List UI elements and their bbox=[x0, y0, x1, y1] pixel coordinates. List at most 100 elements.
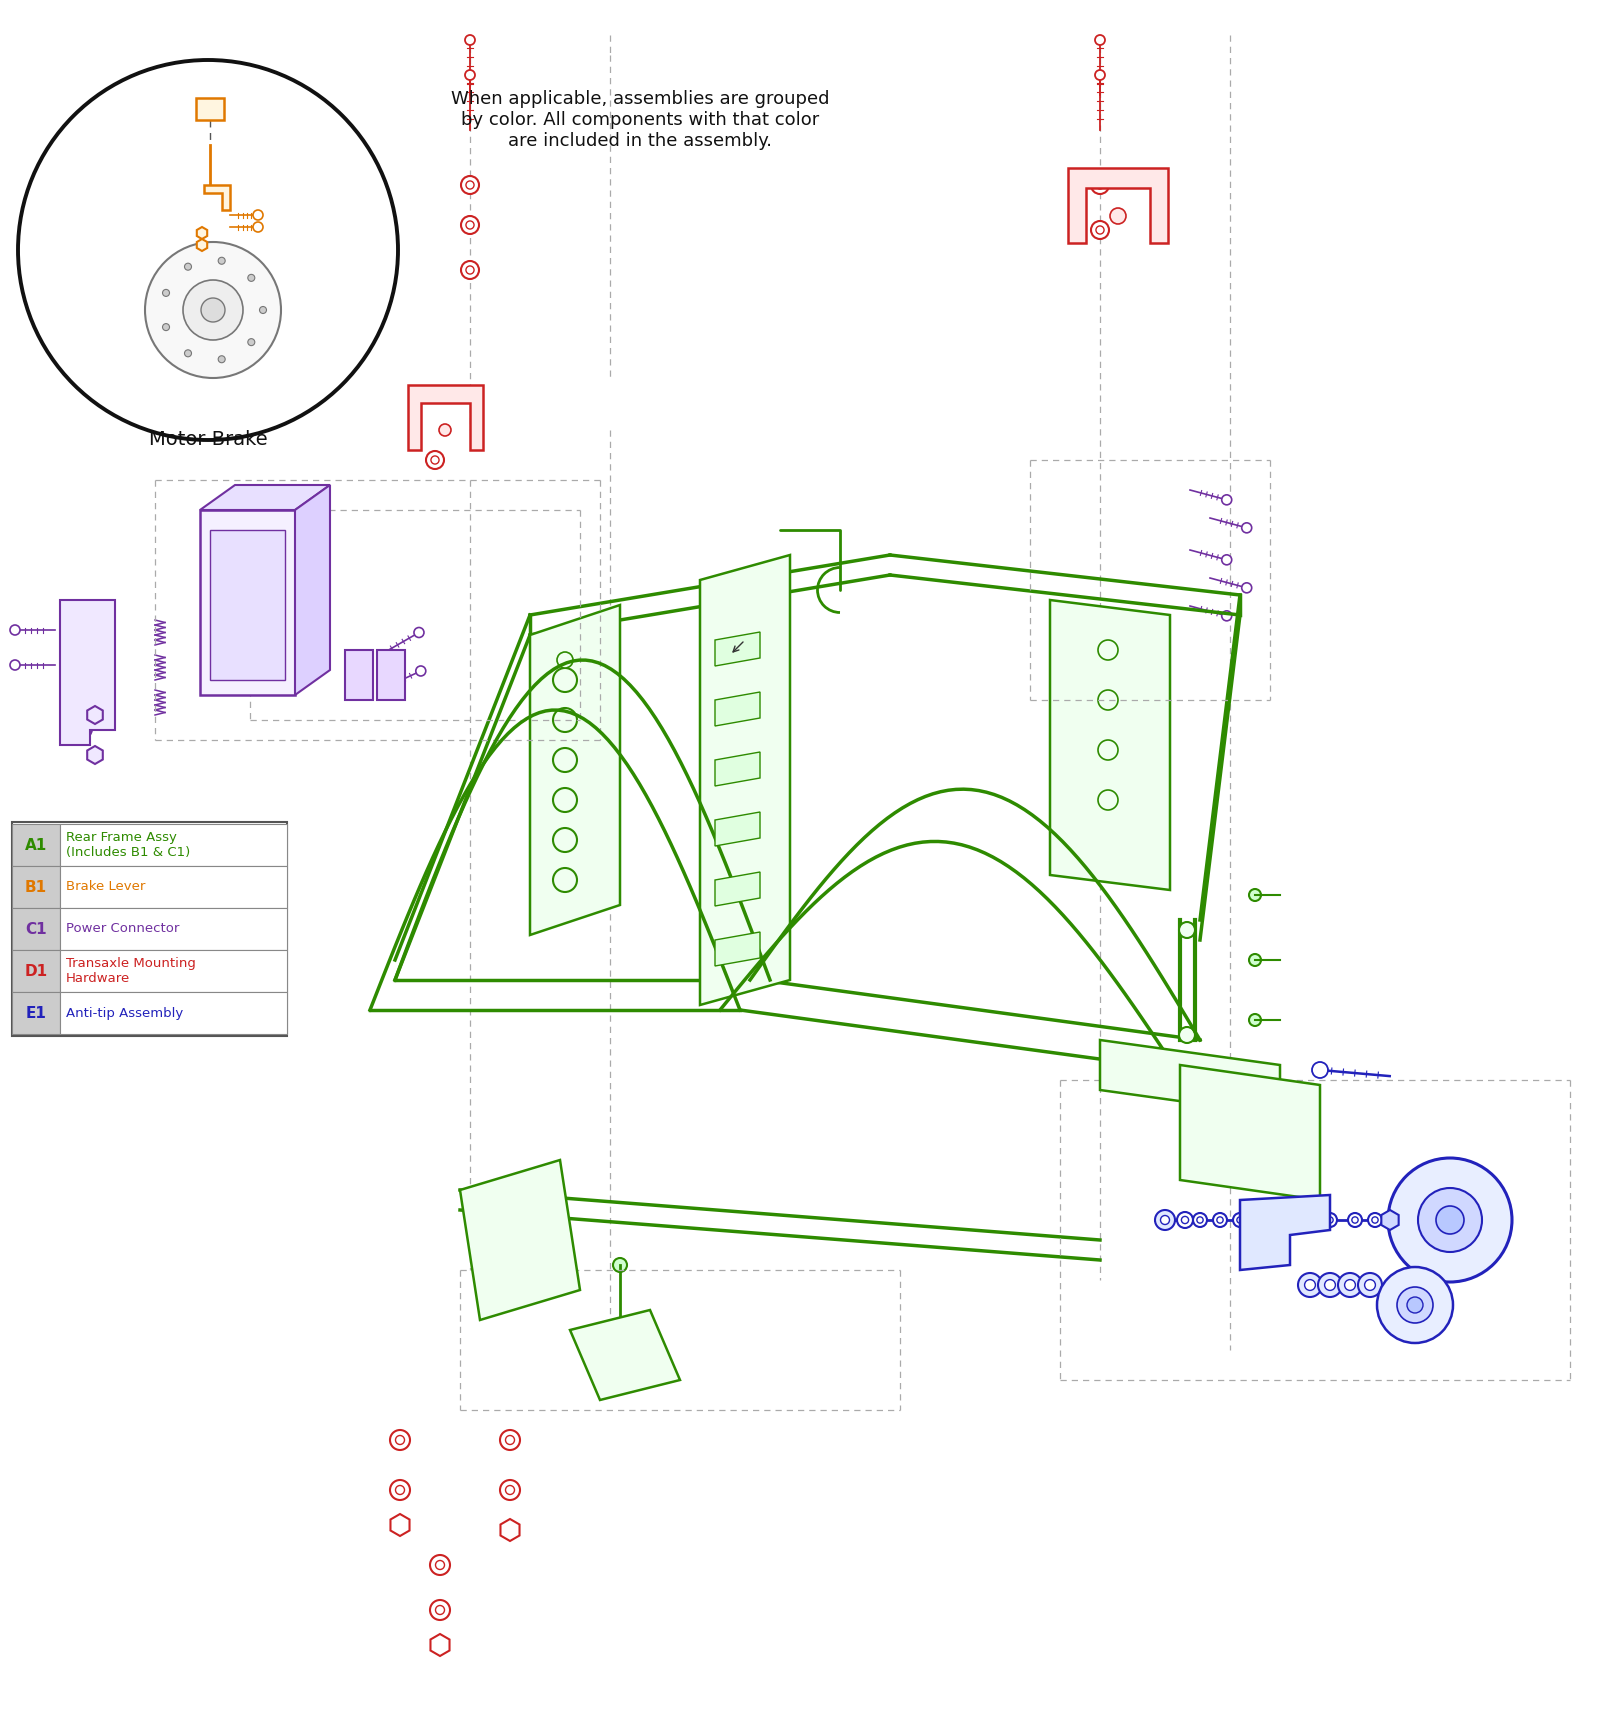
Circle shape bbox=[184, 263, 192, 270]
Circle shape bbox=[466, 221, 474, 230]
Text: E1: E1 bbox=[26, 1006, 46, 1021]
Polygon shape bbox=[461, 1159, 579, 1320]
Circle shape bbox=[395, 1436, 405, 1445]
Polygon shape bbox=[715, 632, 760, 665]
Circle shape bbox=[78, 613, 93, 627]
Circle shape bbox=[1179, 1026, 1195, 1044]
Circle shape bbox=[1091, 221, 1109, 238]
Circle shape bbox=[1242, 582, 1251, 593]
Circle shape bbox=[461, 261, 478, 278]
Circle shape bbox=[78, 722, 93, 738]
Circle shape bbox=[499, 1431, 520, 1450]
Circle shape bbox=[90, 710, 99, 721]
Circle shape bbox=[1352, 1217, 1358, 1223]
Polygon shape bbox=[61, 907, 286, 950]
Circle shape bbox=[466, 266, 474, 275]
Circle shape bbox=[466, 35, 475, 45]
Circle shape bbox=[1368, 1213, 1382, 1227]
Polygon shape bbox=[715, 752, 760, 786]
Circle shape bbox=[355, 688, 363, 695]
Circle shape bbox=[1406, 1298, 1422, 1313]
Circle shape bbox=[1378, 1267, 1453, 1343]
Polygon shape bbox=[1181, 1064, 1320, 1199]
Circle shape bbox=[184, 349, 192, 356]
Circle shape bbox=[355, 674, 363, 683]
Circle shape bbox=[1389, 1158, 1512, 1282]
Circle shape bbox=[466, 71, 475, 79]
Circle shape bbox=[438, 423, 451, 435]
Circle shape bbox=[416, 665, 426, 676]
Text: C1: C1 bbox=[26, 921, 46, 937]
Circle shape bbox=[1187, 1071, 1203, 1089]
Circle shape bbox=[1181, 1217, 1189, 1223]
Circle shape bbox=[1155, 1210, 1174, 1230]
Circle shape bbox=[1098, 689, 1118, 710]
Circle shape bbox=[218, 356, 226, 363]
Circle shape bbox=[1179, 923, 1195, 938]
Circle shape bbox=[1384, 1215, 1395, 1225]
Circle shape bbox=[355, 662, 363, 669]
Circle shape bbox=[506, 1436, 515, 1445]
Circle shape bbox=[1098, 639, 1118, 660]
Circle shape bbox=[163, 289, 170, 297]
Circle shape bbox=[554, 748, 578, 772]
Circle shape bbox=[1194, 1213, 1206, 1227]
Circle shape bbox=[504, 1524, 517, 1536]
Circle shape bbox=[554, 867, 578, 892]
Polygon shape bbox=[13, 992, 61, 1033]
Polygon shape bbox=[408, 385, 483, 449]
Text: Rear Frame Assy
(Includes B1 & C1): Rear Frame Assy (Includes B1 & C1) bbox=[66, 831, 190, 859]
Polygon shape bbox=[88, 746, 102, 764]
Polygon shape bbox=[61, 992, 286, 1033]
Polygon shape bbox=[205, 185, 230, 211]
Polygon shape bbox=[346, 650, 373, 700]
Circle shape bbox=[198, 230, 205, 237]
Polygon shape bbox=[200, 486, 330, 510]
Circle shape bbox=[554, 708, 578, 733]
Polygon shape bbox=[390, 1514, 410, 1536]
Text: D1: D1 bbox=[24, 964, 48, 978]
Circle shape bbox=[1325, 1280, 1336, 1291]
Circle shape bbox=[390, 1479, 410, 1500]
Circle shape bbox=[78, 648, 93, 662]
Circle shape bbox=[78, 688, 93, 702]
Circle shape bbox=[1094, 35, 1106, 45]
Circle shape bbox=[1213, 1213, 1227, 1227]
Circle shape bbox=[512, 1222, 528, 1237]
Circle shape bbox=[1326, 1217, 1333, 1223]
Circle shape bbox=[499, 1479, 520, 1500]
Polygon shape bbox=[195, 98, 224, 119]
Circle shape bbox=[259, 306, 267, 313]
Polygon shape bbox=[61, 600, 115, 745]
Circle shape bbox=[182, 280, 243, 340]
Circle shape bbox=[18, 60, 398, 441]
Text: When applicable, assemblies are grouped
by color. All components with that color: When applicable, assemblies are grouped … bbox=[451, 90, 829, 150]
Circle shape bbox=[248, 339, 254, 346]
Circle shape bbox=[1323, 1213, 1338, 1227]
Circle shape bbox=[434, 1638, 446, 1650]
Circle shape bbox=[435, 1560, 445, 1569]
Circle shape bbox=[90, 750, 99, 760]
Circle shape bbox=[1437, 1206, 1464, 1234]
Text: Transaxle Mounting
Hardware: Transaxle Mounting Hardware bbox=[66, 957, 195, 985]
Polygon shape bbox=[570, 1310, 680, 1400]
Polygon shape bbox=[1050, 600, 1170, 890]
Circle shape bbox=[394, 1519, 406, 1531]
Circle shape bbox=[613, 1258, 627, 1272]
Polygon shape bbox=[61, 684, 78, 715]
Circle shape bbox=[248, 275, 254, 282]
Polygon shape bbox=[1381, 1210, 1398, 1230]
Polygon shape bbox=[88, 707, 102, 724]
Polygon shape bbox=[1069, 168, 1168, 244]
Text: A1: A1 bbox=[26, 838, 46, 852]
Circle shape bbox=[1344, 1280, 1355, 1291]
Circle shape bbox=[163, 323, 170, 330]
Polygon shape bbox=[61, 824, 286, 866]
Circle shape bbox=[1192, 1071, 1208, 1089]
Circle shape bbox=[387, 688, 395, 695]
Circle shape bbox=[430, 1555, 450, 1574]
Text: Anti-tip Assembly: Anti-tip Assembly bbox=[66, 1006, 184, 1020]
Circle shape bbox=[1250, 1014, 1261, 1026]
Circle shape bbox=[202, 297, 226, 321]
Polygon shape bbox=[13, 866, 61, 907]
